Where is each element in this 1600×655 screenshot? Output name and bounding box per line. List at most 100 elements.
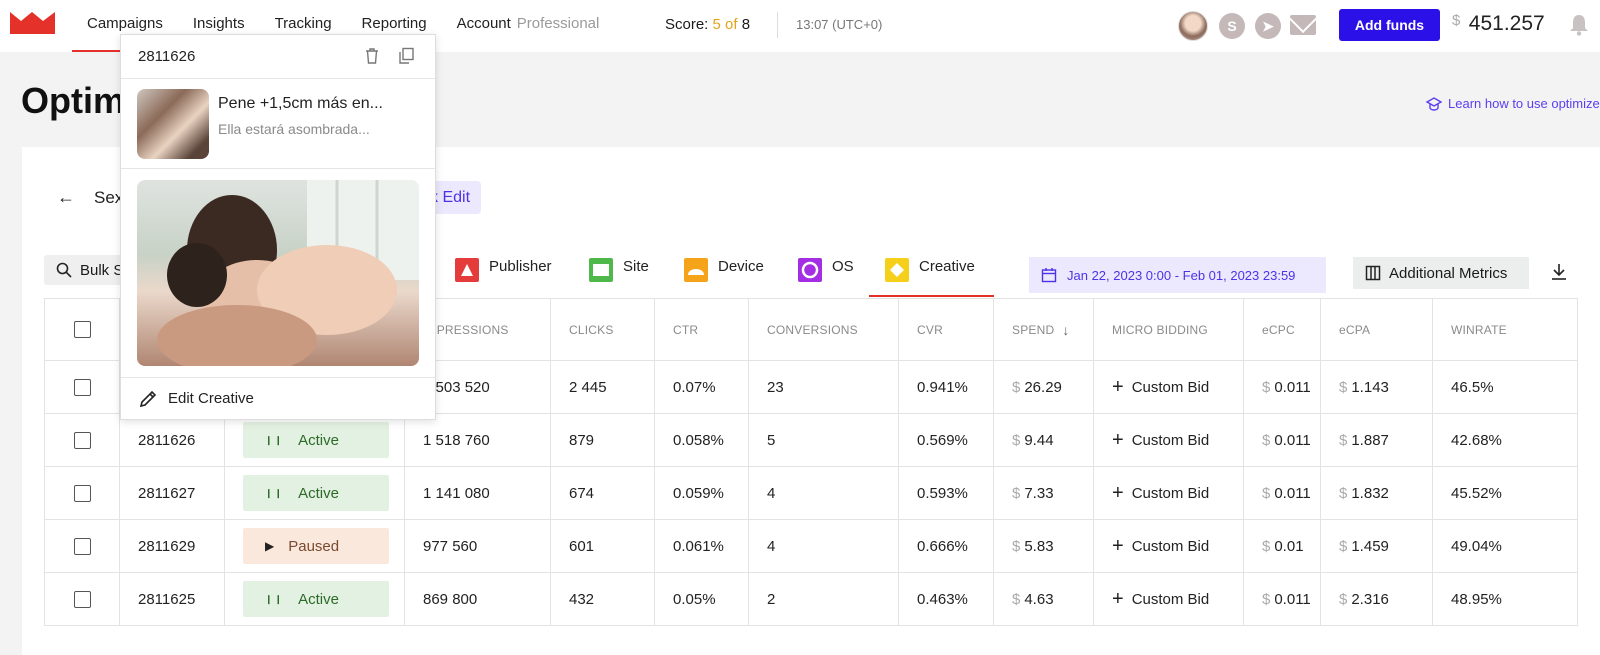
col-header-cvr[interactable]: CVR <box>899 299 994 360</box>
breadcrumb: Sex <box>94 188 124 207</box>
custom-bid-button[interactable]: + Custom Bid <box>1112 430 1209 450</box>
cell-ecpa: $1.832 <box>1321 467 1433 519</box>
table-row[interactable]: 2811627 ❙❙ Active 1 141 080 674 0.059% 4 0.593%… <box>44 467 1578 520</box>
table-row[interactable]: 2811625 ❙❙ Active 869 800 432 0.05% 2 0.463% $4.… <box>44 573 1578 626</box>
bell-icon[interactable] <box>1569 14 1589 36</box>
cell-status: ❙❙ Active <box>225 573 405 625</box>
col-header-winrate[interactable]: WINRATE <box>1433 299 1578 360</box>
cell-spend: $4.63 <box>994 573 1094 625</box>
custom-bid-button[interactable]: + Custom Bid <box>1112 535 1209 557</box>
winrate-value: 49.04% <box>1451 537 1502 555</box>
cell-ctr: 0.059% <box>655 467 749 519</box>
os-icon <box>798 258 822 282</box>
pause-icon: ❙❙ <box>265 593 285 604</box>
tab-publisher[interactable]: Publisher <box>455 258 552 297</box>
currency-symbol: $ <box>1262 537 1271 555</box>
table-row[interactable]: 2811626 ❙❙ Active 1 518 760 879 0.058% 5 0.569%… <box>44 414 1578 467</box>
custom-bid-button[interactable]: + Custom Bid <box>1112 377 1209 397</box>
impressions-value: 1 141 080 <box>423 484 490 502</box>
score-indicator[interactable]: Score: 5 of 8 <box>665 16 750 33</box>
tab-site[interactable]: Site <box>589 258 649 297</box>
custom-bid-button[interactable]: + Custom Bid <box>1112 588 1209 610</box>
skype-icon[interactable]: S <box>1219 13 1245 39</box>
pause-icon: ❙❙ <box>265 487 285 498</box>
download-icon[interactable] <box>1550 263 1568 281</box>
mail-icon[interactable] <box>1290 15 1316 35</box>
back-arrow-icon[interactable]: ← <box>57 187 75 207</box>
play-icon: ▶ <box>265 539 275 553</box>
row-checkbox[interactable] <box>73 431 91 449</box>
impressions-value: 977 560 <box>423 537 478 555</box>
tab-os[interactable]: OS <box>798 258 854 297</box>
col-header-spend[interactable]: SPEND ↓ <box>994 299 1094 360</box>
cell-ecpa: $2.316 <box>1321 573 1433 625</box>
pause-icon: ❙❙ <box>265 434 285 445</box>
clicks-value: 879 <box>569 431 595 449</box>
col-header-micro-bidding: MICRO BIDDING <box>1094 299 1244 360</box>
col-header-impressions[interactable]: IMPRESSIONS <box>405 299 551 360</box>
col-header-ecpc[interactable]: eCPC <box>1244 299 1321 360</box>
cell-id: 2811627 <box>120 467 225 519</box>
cell-micro-bidding: + Custom Bid <box>1094 467 1244 519</box>
divider <box>121 168 435 169</box>
col-header-clicks[interactable]: CLICKS <box>551 299 655 360</box>
custom-bid-button[interactable]: + Custom Bid <box>1112 483 1209 503</box>
cell-cvr: 0.569% <box>899 414 994 466</box>
ctr-value: 0.059% <box>673 484 724 502</box>
tab-device[interactable]: Device <box>684 258 764 297</box>
clicks-value: 674 <box>569 484 595 502</box>
spend-value: 26.29 <box>1024 378 1062 396</box>
nav-insights[interactable]: Insights <box>192 15 245 32</box>
brand-logo-icon[interactable] <box>10 12 55 34</box>
nav-reporting[interactable]: Reporting <box>361 15 427 32</box>
copy-icon[interactable] <box>397 47 415 65</box>
row-checkbox[interactable] <box>73 484 91 502</box>
currency-symbol: $ <box>1262 378 1271 396</box>
status-toggle[interactable]: ❙❙ Active <box>243 422 389 458</box>
plus-icon: + <box>1112 535 1124 557</box>
telegram-icon[interactable]: ➤ <box>1255 13 1281 39</box>
row-checkbox[interactable] <box>73 537 91 555</box>
nav-account[interactable]: Account Professional <box>442 0 615 52</box>
col-header-conversions[interactable]: CONVERSIONS <box>749 299 899 360</box>
search-icon <box>56 262 72 278</box>
status-label: Paused <box>288 537 340 555</box>
cell-id: 2811629 <box>120 520 225 572</box>
learn-optimizer-link[interactable]: Learn how to use optimizer <box>1426 96 1600 111</box>
cell-ecpc: $0.01 <box>1244 520 1321 572</box>
row-select-cell <box>44 467 120 519</box>
status-toggle[interactable]: ▶ Paused <box>243 528 389 564</box>
plus-icon: + <box>1112 588 1124 610</box>
tab-creative[interactable]: Creative <box>869 258 994 297</box>
nav-tracking[interactable]: Tracking <box>274 15 332 32</box>
cell-ecpc: $0.011 <box>1244 573 1321 625</box>
date-range-label: Jan 22, 2023 0:00 - Feb 01, 2023 23:59 <box>1067 267 1296 283</box>
ecpc-value: 0.011 <box>1274 590 1311 608</box>
row-checkbox[interactable] <box>73 378 91 396</box>
col-header-ecpa[interactable]: eCPA <box>1321 299 1433 360</box>
select-all-checkbox[interactable] <box>73 321 91 338</box>
tab-device-label: Device <box>718 258 764 275</box>
currency-symbol: $ <box>1012 484 1021 502</box>
col-header-ctr[interactable]: CTR <box>655 299 749 360</box>
ctr-value: 0.05% <box>673 590 716 608</box>
row-checkbox[interactable] <box>73 590 91 608</box>
edit-creative-button[interactable]: Edit Creative <box>121 377 435 419</box>
additional-metrics-button[interactable]: Additional Metrics <box>1353 257 1529 289</box>
trash-icon[interactable] <box>363 47 381 65</box>
avatar[interactable] <box>1178 11 1208 41</box>
ctr-value: 0.07% <box>673 378 716 396</box>
popup-creative-id: 2811626 <box>138 48 196 65</box>
status-toggle[interactable]: ❙❙ Active <box>243 581 389 617</box>
ctr-value: 0.061% <box>673 537 724 555</box>
status-toggle[interactable]: ❙❙ Active <box>243 475 389 511</box>
cell-winrate: 42.68% <box>1433 414 1578 466</box>
date-range-picker[interactable]: Jan 22, 2023 0:00 - Feb 01, 2023 23:59 <box>1029 257 1326 293</box>
table-row[interactable]: 2811629 ▶ Paused 977 560 601 0.061% 4 0.666% $5.… <box>44 520 1578 573</box>
table-row[interactable]: 3 503 520 2 445 0.07% 23 0.941% $26.29 + Custom… <box>44 361 1578 414</box>
cell-impressions: 869 800 <box>405 573 551 625</box>
winrate-value: 42.68% <box>1451 431 1502 449</box>
tab-publisher-label: Publisher <box>489 258 552 275</box>
row-select-cell <box>44 573 120 625</box>
add-funds-button[interactable]: Add funds <box>1339 9 1440 41</box>
